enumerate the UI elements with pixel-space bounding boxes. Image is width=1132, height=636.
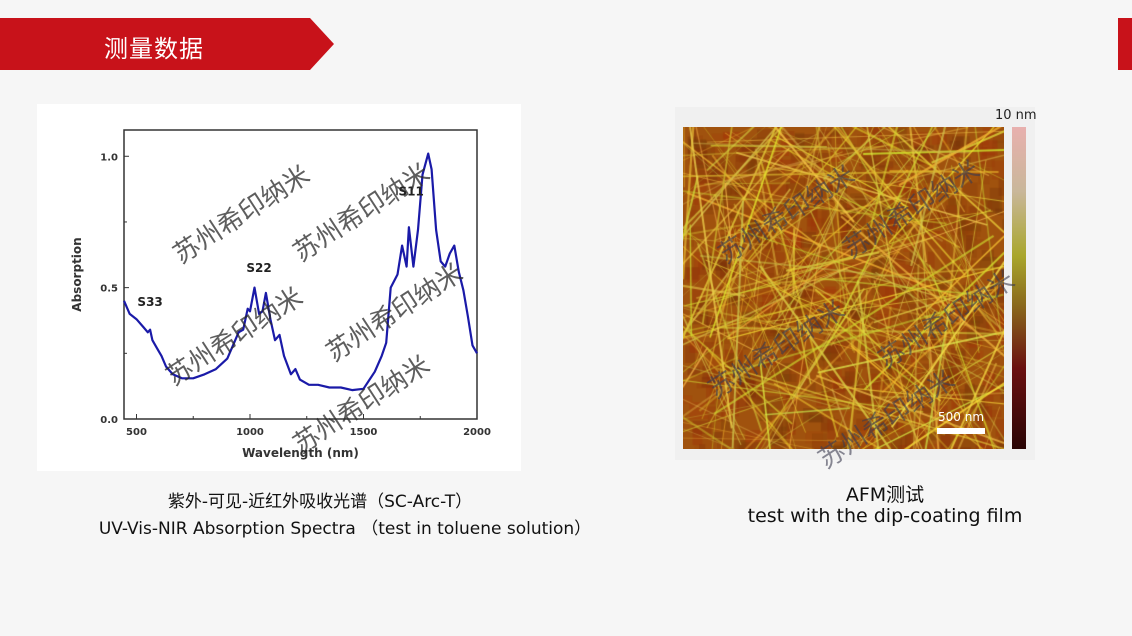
absorption-curve bbox=[122, 152, 478, 392]
page-title: 测量数据 bbox=[104, 35, 204, 63]
y-tick-label: 0.0 bbox=[100, 415, 118, 426]
accent-block bbox=[1118, 18, 1132, 70]
afm-colorbar bbox=[1012, 127, 1026, 449]
y-tick-label: 1.0 bbox=[100, 152, 118, 163]
x-tick-label: 500 bbox=[126, 427, 147, 438]
chart-caption-en: UV-Vis-NIR Absorption Spectra （test in t… bbox=[98, 519, 592, 539]
x-tick-label: 1500 bbox=[350, 427, 378, 438]
chart-caption-cn: 紫外-可见-近红外吸收光谱（SC-Arc-T） bbox=[167, 492, 473, 512]
scale-bar bbox=[937, 428, 985, 434]
x-axis-label: Wavelength (nm) bbox=[242, 446, 359, 460]
plot-frame bbox=[123, 129, 478, 420]
x-tick-label: 1000 bbox=[236, 427, 264, 438]
peak-label: S22 bbox=[246, 261, 271, 275]
y-tick-label: 0.5 bbox=[100, 284, 118, 295]
y-axis-label: Absorption bbox=[70, 237, 84, 311]
header-banner bbox=[0, 18, 334, 70]
afm-caption-en: test with the dip-coating film bbox=[747, 505, 1023, 527]
afm-caption-cn: AFM测试 bbox=[845, 484, 925, 506]
colorbar-max-label: 10 nm bbox=[995, 108, 1037, 123]
peak-label: S33 bbox=[137, 295, 162, 309]
scale-bar-label: 500 nm bbox=[938, 410, 985, 424]
afm-image bbox=[683, 127, 1004, 449]
chart-card bbox=[37, 104, 521, 471]
x-tick-label: 2000 bbox=[463, 427, 491, 438]
peak-label: S11 bbox=[398, 185, 423, 199]
absorption-chart: 500 1000 1500 2000 0.0 0.5 1.0 Wavelength (nm) A… bbox=[70, 129, 491, 460]
